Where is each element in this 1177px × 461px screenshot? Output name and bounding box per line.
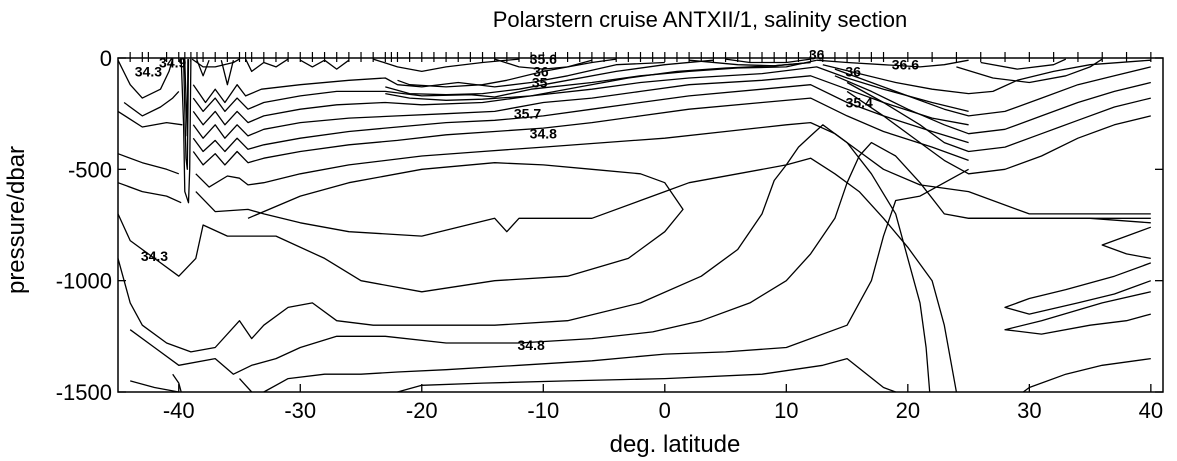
contour-line: [192, 66, 969, 126]
contour-line: [239, 378, 253, 393]
contour-line: [968, 217, 1151, 224]
x-tick-label: 30: [1017, 398, 1041, 423]
y-tick-label: 0: [100, 46, 112, 71]
x-axis-ticks: -40 -30 -20 -10 0 10 20 30 40: [163, 384, 1163, 423]
contour-line: [123, 90, 180, 117]
contour-line: [191, 58, 240, 68]
contour-label: 34.3: [135, 63, 162, 79]
contour-line: [834, 66, 1151, 117]
contour-line: [816, 59, 969, 68]
contour-label: 34.8: [518, 337, 545, 353]
contour-label: 35: [532, 74, 548, 90]
x-tick-label: -40: [163, 398, 195, 423]
contour-lines: [117, 58, 1152, 393]
contour-line: [385, 61, 811, 101]
contour-line: [172, 373, 182, 393]
y-tick-label: -500: [68, 157, 112, 182]
contour-line: [725, 58, 811, 64]
contour-line: [397, 58, 617, 88]
contour-line: [220, 60, 235, 86]
x-tick-label: 20: [896, 398, 920, 423]
contour-line: [822, 59, 1151, 95]
contour-label: 35.4: [846, 95, 873, 111]
contour-line: [846, 90, 1151, 175]
contour-line: [117, 162, 684, 293]
contour-label: 34.9: [159, 54, 186, 70]
contour-line: [373, 58, 520, 73]
y-axis-ticks: 0 -500 -1000 -1500: [56, 46, 1163, 405]
contour-line: [846, 81, 1151, 153]
contour-line: [192, 84, 969, 153]
contour-line: [192, 97, 969, 166]
contour-line: [180, 59, 192, 204]
contour-line: [184, 59, 189, 137]
contour-line: [196, 59, 210, 77]
contour-label: 35.7: [514, 106, 541, 122]
x-tick-label: -10: [527, 398, 559, 423]
contour-line: [192, 61, 665, 104]
contour-label: 36: [809, 47, 825, 63]
contour-label: 36.6: [892, 57, 919, 73]
contour-line: [117, 182, 182, 204]
x-tick-label: 10: [774, 398, 798, 423]
contour-line: [956, 58, 1103, 84]
contour-line: [245, 58, 289, 73]
contour-line: [130, 380, 179, 393]
chart-title: Polarstern cruise ANTXII/1, salinity sec…: [493, 7, 908, 32]
contour-label: 34.3: [141, 248, 168, 264]
contour-line: [192, 59, 817, 113]
plot-frame: [117, 57, 1164, 393]
contour-line: [1004, 262, 1152, 315]
contour-label: 36: [533, 63, 549, 79]
x-tick-label: 0: [659, 398, 671, 423]
contour-line: [397, 357, 896, 393]
contour-label: 34.8: [530, 126, 557, 142]
contour-line: [195, 121, 1151, 215]
contour-line: [117, 153, 180, 175]
x-tick-label: 40: [1139, 398, 1163, 423]
x-axis-label: deg. latitude: [610, 431, 741, 458]
contour-label: 35.6: [530, 51, 557, 67]
contour-label: 36: [845, 63, 861, 79]
x-tick-label: -20: [406, 398, 438, 423]
station-ticks: [129, 52, 1152, 62]
x-tick-label: -30: [284, 398, 316, 423]
contour-line: [834, 75, 1151, 135]
contour-line: [192, 75, 969, 139]
y-axis-label: pressure/dbar: [3, 146, 30, 294]
y-tick-label: -1000: [56, 269, 112, 294]
contour-line: [117, 58, 174, 99]
y-tick-label: -1500: [56, 380, 112, 405]
contour-line: [689, 59, 811, 67]
contour-line: [263, 168, 969, 393]
contour-line: [117, 110, 183, 128]
contour-line: [980, 58, 1067, 70]
contour-line: [1004, 291, 1151, 335]
contour-line: [385, 59, 714, 96]
contour-line: [494, 58, 593, 70]
contour-line: [117, 124, 931, 393]
contour-line: [1022, 357, 1151, 393]
contour-line: [129, 141, 1151, 375]
contour-line: [1101, 226, 1152, 260]
